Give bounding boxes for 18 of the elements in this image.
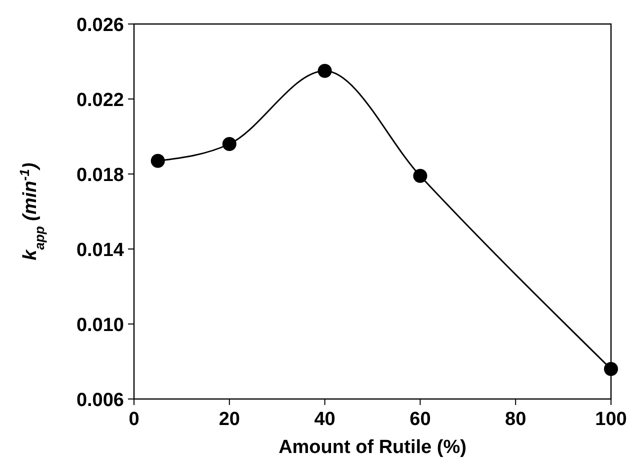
x-tick-label: 20: [218, 409, 240, 430]
point: [150, 154, 165, 168]
x-tick-label: 0: [128, 409, 140, 430]
x-tick-label: 100: [595, 409, 627, 430]
point: [413, 168, 428, 183]
point: [222, 137, 236, 151]
point: [318, 64, 332, 78]
x-axis-title: Amount of Rutile (%): [278, 437, 466, 458]
x-tick-label: 60: [410, 409, 431, 430]
x-tick-label: 40: [314, 409, 336, 430]
y-tick-label: 0.018: [76, 165, 124, 186]
y-tick-label: 0.014: [76, 240, 124, 261]
y-tick-label: 0.006: [76, 390, 124, 411]
y-tick-label: 0.010: [76, 315, 124, 336]
y-tick-label: 0.026: [76, 15, 124, 36]
y-tick-label: 0.022: [76, 90, 124, 111]
point: [604, 362, 618, 376]
x-tick-label: 80: [505, 409, 526, 430]
